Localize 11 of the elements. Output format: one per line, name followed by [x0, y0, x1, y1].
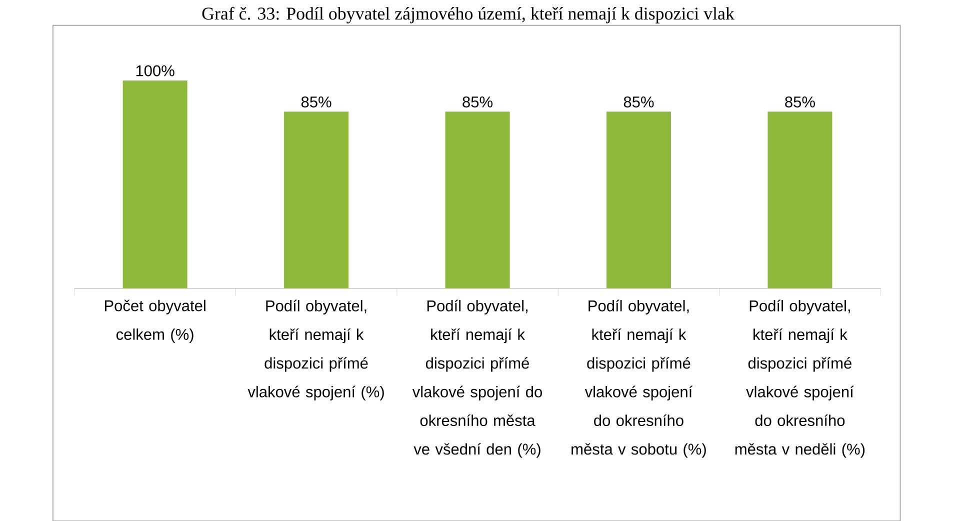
data-label: 100%: [136, 65, 174, 76]
x-tick-label: Podíl obyvatel, kteří nemají k dispozici přímé vlakové spojení (%): [248, 300, 384, 400]
chart-title: Graf č. 33: Podíl obyvatel zájmového území, kteří nemají k dispozici vlak: [202, 6, 734, 24]
data-label: 85%: [624, 96, 654, 108]
data-label: 85%: [785, 96, 815, 108]
data-label: 85%: [301, 96, 332, 108]
x-tick-label: Podíl obyvatel, kteří nemají k dispozici přímé vlakové spojení do okresního města ve všední den (%): [412, 300, 542, 458]
x-tick-label: Podíl obyvatel, kteří nemají k dispozici přímé vlakové spojení do okresního města v neděli (%): [735, 300, 865, 458]
x-tick-label: Počet obyvatel celkem (%): [104, 300, 206, 343]
x-tick-label: Podíl obyvatel, kteří nemají k dispozici přímé vlakové spojení do okresního města v sobotu (%): [572, 300, 706, 458]
data-label: 85%: [462, 96, 492, 108]
